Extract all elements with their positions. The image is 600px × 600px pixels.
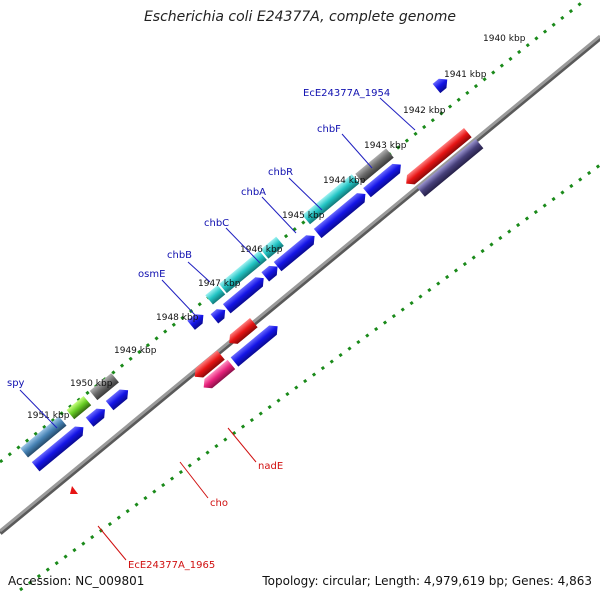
gene-nadE[interactable] (230, 322, 282, 367)
gene-label-nadE[interactable]: nadE (258, 461, 283, 472)
tick-label: 1950 kbp (70, 379, 113, 389)
gene-blue-7[interactable] (105, 386, 132, 411)
tick-label: 1940 kbp (483, 34, 526, 44)
tick-label: 1947 kbp (198, 279, 241, 289)
gene-chbC[interactable] (205, 285, 226, 305)
gene-outer-steel[interactable] (20, 416, 67, 458)
gene-chbF[interactable] (302, 174, 360, 225)
gene-label-chbF[interactable]: chbF (317, 124, 341, 135)
gene-EcE24377A_1954[interactable] (355, 148, 394, 184)
tick-label: 1945 kbp (282, 211, 325, 221)
gene-label-osmE[interactable]: osmE (138, 269, 165, 280)
gene-cho[interactable] (200, 359, 236, 392)
gene-EcE24377A_1965[interactable] (70, 486, 78, 494)
gene-chbA[interactable] (219, 250, 267, 294)
gene-blue-osmE[interactable] (187, 310, 207, 330)
gene-blue-1[interactable] (363, 160, 405, 198)
gene-red-large[interactable] (402, 127, 472, 188)
gene-label-cho[interactable]: cho (210, 498, 228, 509)
gene-label-chbC[interactable]: chbC (204, 218, 229, 229)
gene-label-EcE24377A_1965[interactable]: EcE24377A_1965 (128, 560, 215, 571)
gene-label-spy[interactable]: spy (7, 378, 25, 389)
genome-backbone (0, 34, 600, 533)
tick-label: 1948 kbp (156, 313, 199, 323)
gene-blue-top[interactable] (432, 75, 451, 94)
gene-cho-red[interactable] (191, 350, 225, 381)
genome-backbone-shadow (0, 36, 600, 535)
gene-label-chbA[interactable]: chbA (241, 187, 266, 198)
tick-label: 1946 kbp (240, 245, 283, 255)
gene-navy-large[interactable] (417, 139, 484, 197)
gene-label-EcE24377A_1954[interactable]: EcE24377A_1954 (303, 88, 390, 99)
tick-label: 1949 kbp (114, 346, 157, 356)
blue-leader-lines (19, 97, 416, 429)
genome-title: Escherichia coli E24377A, complete genom… (143, 9, 457, 25)
tick-label: 1941 kbp (444, 70, 487, 80)
tick-label: 1942 kbp (403, 106, 446, 116)
gene-blue-3[interactable] (273, 231, 319, 272)
outer-tick-ring (0, 0, 586, 464)
gene-blue-8[interactable] (85, 405, 109, 427)
genome-summary: Topology: circular; Length: 4,979,619 bp… (262, 574, 592, 588)
gene-blue-6[interactable] (210, 305, 229, 324)
gene-label-chbR[interactable]: chbR (268, 167, 293, 178)
tick-label: 1951 kbp (27, 411, 70, 421)
gene-outer-gray[interactable] (89, 373, 119, 401)
accession-label: Accession: NC_009801 (8, 574, 145, 588)
tick-label: 1943 kbp (364, 141, 407, 151)
gene-blue-2[interactable] (313, 189, 369, 239)
gene-blue-9[interactable] (31, 423, 87, 472)
gene-nadE-red[interactable] (225, 318, 258, 348)
gene-blue-4[interactable] (261, 262, 281, 282)
red-leader-lines (97, 427, 257, 561)
gene-spy[interactable] (66, 396, 92, 420)
gene-chbR[interactable] (260, 236, 284, 259)
gene-label-chbB[interactable]: chbB (167, 250, 192, 261)
tick-label: 1944 kbp (323, 176, 366, 186)
gene-blue-5[interactable] (222, 273, 268, 314)
